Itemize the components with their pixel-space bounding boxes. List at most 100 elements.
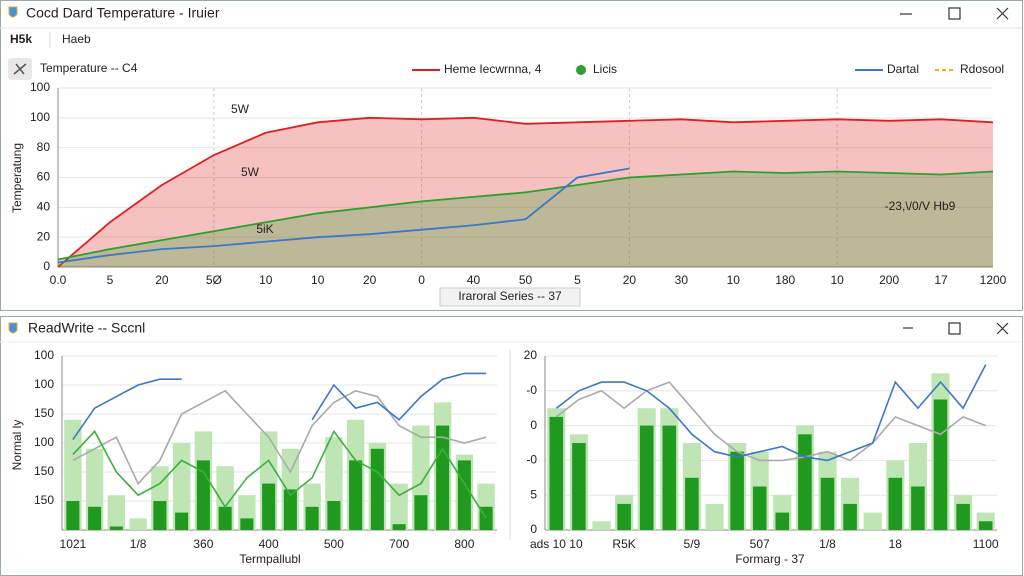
annotation: 5W	[241, 165, 260, 179]
x-axis-label: Termpallubl	[239, 552, 300, 566]
legend-label: Dartal	[887, 62, 919, 76]
bar	[107, 495, 126, 530]
bar	[262, 483, 276, 530]
bar	[390, 483, 408, 530]
bar	[572, 443, 586, 530]
maximize-button[interactable]	[948, 7, 961, 20]
y-tick-label: 100	[34, 435, 54, 449]
x-axis-label: Formarg - 37	[735, 552, 805, 566]
toolbar-item[interactable]: H5k	[10, 32, 32, 46]
bar	[911, 486, 925, 530]
x-tick-label: 1100	[973, 537, 999, 551]
legend-label: Heme Iecwrnna, 4	[444, 62, 542, 76]
window	[0, 316, 1023, 576]
bar	[978, 521, 993, 530]
bar	[327, 501, 341, 530]
y-tick-label: 60	[37, 170, 51, 184]
bar	[240, 518, 254, 530]
bar	[662, 425, 677, 530]
x-tick-label: 5/9	[684, 537, 701, 551]
bar	[685, 477, 699, 530]
y-tick-label: -0	[526, 383, 537, 397]
header-glyph	[13, 63, 27, 75]
y-tick-label: 0	[43, 259, 50, 273]
annotation: 5W	[231, 102, 250, 116]
y-tick-label: -0	[526, 453, 537, 467]
bar	[933, 399, 948, 530]
bar	[129, 518, 147, 530]
y-tick-label: 100	[34, 348, 54, 362]
bar	[730, 451, 744, 530]
series-line	[57, 116, 994, 268]
x-tick-label: 700	[389, 537, 409, 551]
bar	[457, 460, 471, 530]
x-tick-label: ads 10 10	[530, 537, 583, 551]
bar	[639, 425, 654, 530]
x-tick-label: 10	[830, 273, 844, 287]
window-title: Cocd Dard Temperature - Iruier	[26, 5, 220, 21]
y-tick-label: 5	[530, 487, 537, 501]
legend-marker	[576, 65, 586, 75]
close-button[interactable]	[996, 7, 1009, 20]
bar	[392, 524, 406, 530]
bar	[175, 512, 189, 530]
bar	[196, 460, 210, 530]
bar	[888, 477, 903, 530]
bar	[370, 448, 384, 530]
x-tick-label: 0	[418, 273, 425, 287]
bar	[820, 477, 835, 530]
bar	[88, 506, 102, 530]
close-button[interactable]	[996, 322, 1009, 335]
x-label-box	[439, 287, 581, 307]
x-tick-label: R5K	[612, 537, 635, 551]
y-tick-label: 20	[524, 348, 538, 362]
y-tick-label: 100	[30, 80, 50, 94]
x-tick-label: 30	[675, 273, 689, 287]
x-tick-label: 500	[324, 537, 344, 551]
bar	[436, 425, 450, 530]
x-tick-label: 20	[363, 273, 377, 287]
bar	[305, 506, 319, 530]
y-tick-label: 0	[530, 418, 537, 432]
series-line	[72, 429, 487, 519]
x-tick-label: 5Ø	[206, 273, 222, 287]
x-tick-label: 360	[193, 537, 213, 551]
bar	[549, 416, 564, 530]
series-line	[72, 389, 487, 486]
bar	[775, 512, 790, 530]
y-tick-label: 40	[37, 200, 51, 214]
bar	[798, 434, 812, 530]
x-tick-label: 40	[467, 273, 481, 287]
series-line	[57, 167, 630, 264]
x-tick-label: 400	[259, 537, 279, 551]
x-tick-label: 1021	[60, 537, 87, 551]
bar	[218, 506, 232, 530]
bar	[705, 503, 724, 530]
x-tick-label: 1/8	[819, 537, 836, 551]
y-tick-label: 80	[37, 140, 51, 154]
annotation: -23,\/0/V Hb9	[885, 199, 956, 213]
window	[0, 0, 1023, 311]
x-tick-label: 5	[574, 273, 581, 287]
x-tick-label: 20	[155, 273, 169, 287]
toolbar-item[interactable]: Haeb	[62, 32, 91, 46]
legend-label: Rdosool	[960, 62, 1004, 76]
x-tick-label: 17	[934, 273, 948, 287]
app-icon	[8, 6, 18, 18]
y-tick-label: 150	[34, 493, 54, 507]
bar	[109, 526, 123, 530]
y-tick-label: 20	[37, 229, 51, 243]
x-tick-label: 200	[879, 273, 899, 287]
bar	[752, 486, 767, 530]
bar	[153, 501, 167, 530]
x-tick-label: 50	[519, 273, 533, 287]
x-tick-label: 18	[889, 537, 903, 551]
y-axis-label: Temperatung	[10, 143, 24, 213]
x-tick-label: 800	[454, 537, 474, 551]
y-tick-label: 150	[34, 464, 54, 478]
bar	[956, 503, 970, 530]
x-tick-label: 10	[727, 273, 741, 287]
maximize-button[interactable]	[948, 322, 961, 335]
y-tick-label: 0	[530, 522, 537, 536]
